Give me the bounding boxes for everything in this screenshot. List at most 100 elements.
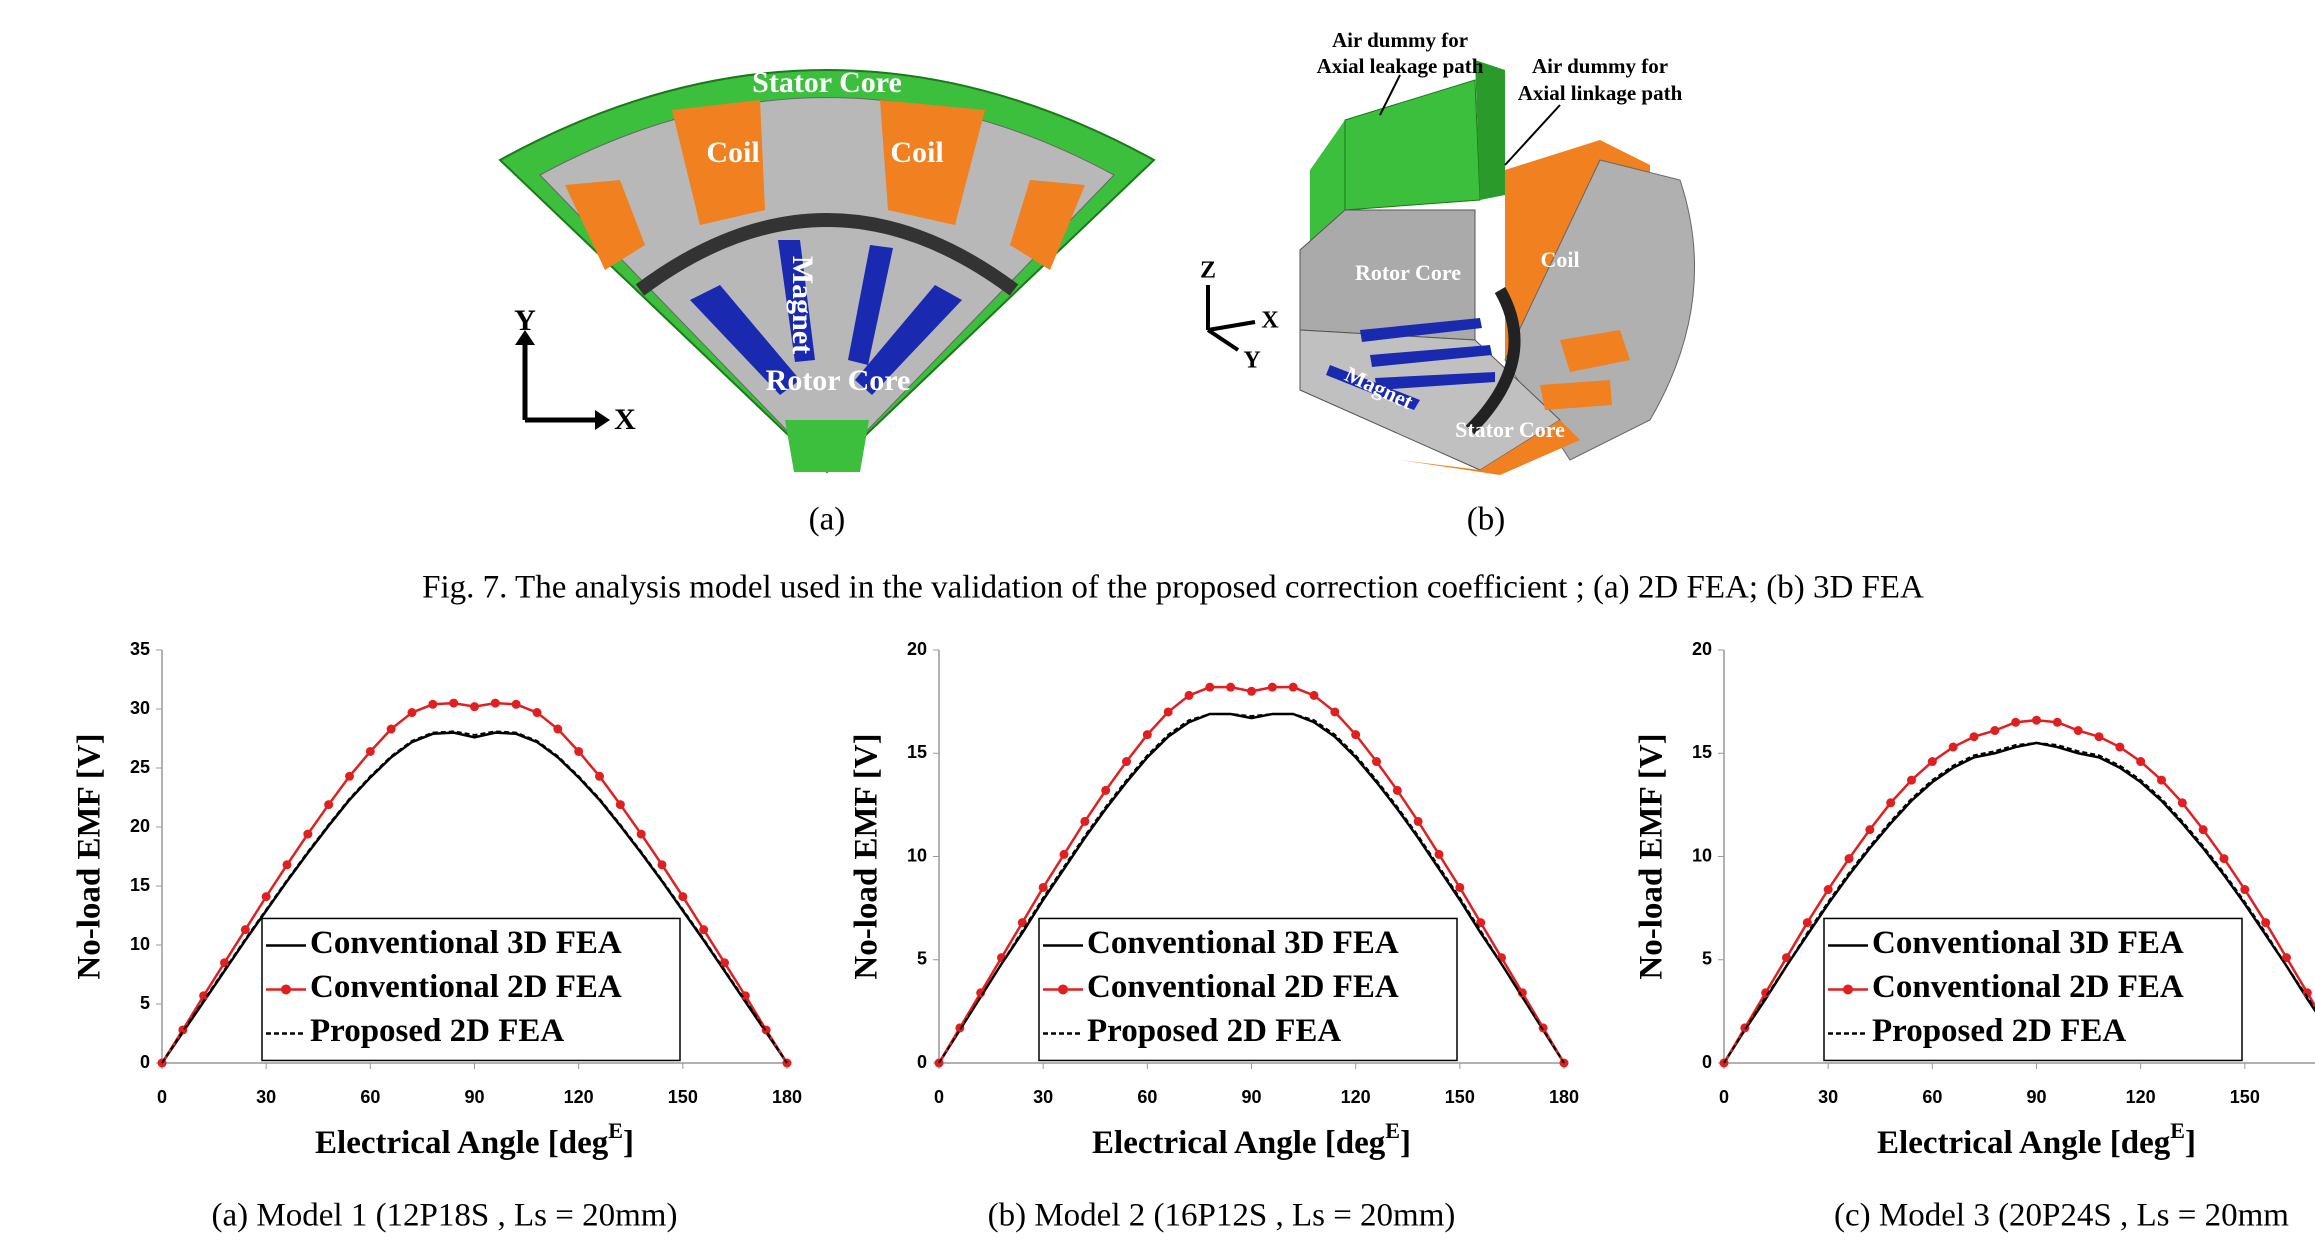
legend-label: Proposed 2D FEA — [1087, 1013, 1341, 1049]
y-tick-label: 20 — [1692, 639, 1712, 659]
x-axis-label: Electrical Angle [degE] — [315, 1118, 634, 1161]
y-tick-label: 15 — [907, 742, 927, 762]
chart-caption: (b) Model 2 (16P12S , Ls = 20mm) — [988, 1198, 1456, 1234]
legend-marker — [1058, 984, 1068, 994]
y-axis-label: No-load EMF [V] — [72, 733, 108, 979]
series-marker — [1039, 883, 1048, 892]
x-axis-label-part: Electrical Angle [deg — [1092, 1125, 1386, 1161]
series-marker — [955, 1023, 964, 1032]
series-marker — [699, 925, 708, 934]
series-marker — [2178, 798, 2187, 807]
legend-label: Proposed 2D FEA — [1872, 1013, 2126, 1049]
series-marker — [1330, 707, 1339, 716]
series-marker — [637, 830, 646, 839]
series-marker — [2032, 716, 2041, 725]
series-marker — [1351, 730, 1360, 739]
legend-marker — [1843, 984, 1853, 994]
series-marker — [1372, 757, 1381, 766]
x-tick-label: 90 — [464, 1087, 484, 1107]
x-tick-label: 180 — [772, 1087, 802, 1107]
series-marker — [1824, 885, 1833, 894]
x-tick-label: 30 — [256, 1087, 276, 1107]
series-marker — [2220, 854, 2229, 863]
series-marker — [283, 860, 292, 869]
series-marker — [1164, 707, 1173, 716]
series-marker — [2157, 776, 2166, 785]
series-marker — [1539, 1023, 1548, 1032]
x-tick-label: 150 — [668, 1087, 698, 1107]
legend-label: Conventional 2D FEA — [1087, 969, 1399, 1005]
series-marker — [678, 892, 687, 901]
legend-label: Conventional 2D FEA — [310, 969, 622, 1005]
y-tick-label: 5 — [1702, 949, 1712, 969]
series-marker — [720, 958, 729, 967]
legend-label: Conventional 3D FEA — [1087, 925, 1399, 961]
series-marker — [241, 925, 250, 934]
series-marker — [1455, 883, 1464, 892]
series-marker — [449, 699, 458, 708]
series-marker — [595, 772, 604, 781]
series-marker — [1185, 691, 1194, 700]
series-marker — [2261, 918, 2270, 927]
x-tick-label: 30 — [1818, 1087, 1838, 1107]
axis-letter: Y — [1243, 348, 1260, 374]
series-marker — [2095, 732, 2104, 741]
x-tick-label: 90 — [2026, 1087, 2046, 1107]
x-tick-label: 120 — [1341, 1087, 1371, 1107]
series-marker — [2199, 825, 2208, 834]
series-marker — [1393, 786, 1402, 795]
figure-page: Stator Core Coil Coil Magnet Rotor Core … — [0, 0, 2315, 1245]
x-axis-label-part: E — [2170, 1118, 2185, 1143]
series-marker — [2053, 718, 2062, 727]
y-tick-label: 20 — [130, 816, 150, 836]
series-marker — [1143, 730, 1152, 739]
y-tick-label: 15 — [130, 875, 150, 895]
y-tick-label: 15 — [1692, 742, 1712, 762]
series-marker — [1247, 687, 1256, 696]
series-marker — [574, 747, 583, 756]
series-marker — [1907, 776, 1916, 785]
series-marker — [1845, 854, 1854, 863]
x-tick-label: 120 — [2126, 1087, 2156, 1107]
callout-line: Axial leakage path — [1317, 54, 1484, 78]
x-axis-label-part: ] — [623, 1125, 634, 1161]
axis-letter: Z — [1200, 258, 1216, 284]
rotor-core-label: Rotor Core — [766, 364, 911, 397]
x-tick-label: 120 — [564, 1087, 594, 1107]
series-marker — [1080, 817, 1089, 826]
series-marker — [1928, 757, 1937, 766]
callout-line: Air dummy for — [1532, 54, 1668, 78]
x-axis-label-part: E — [1385, 1118, 1400, 1143]
series-marker — [1886, 798, 1895, 807]
y-tick-label: 20 — [907, 639, 927, 659]
y-tick-label: 5 — [140, 993, 150, 1013]
legend-label: Conventional 3D FEA — [1872, 925, 2184, 961]
series-marker — [303, 830, 312, 839]
x-tick-label: 60 — [1137, 1087, 1157, 1107]
y-axis-label: No-load EMF [V] — [1634, 733, 1670, 979]
stator-core-label: Stator Core — [752, 66, 902, 99]
x-tick-label: 180 — [1549, 1087, 1579, 1107]
stator-core-label: Stator Core — [1455, 417, 1565, 442]
coil-label: Coil — [706, 136, 759, 169]
y-tick-label: 10 — [1692, 845, 1712, 865]
series-marker — [324, 800, 333, 809]
x-axis-label-part: ] — [2185, 1125, 2196, 1161]
x-axis-label: Electrical Angle [degE] — [1877, 1118, 2196, 1161]
series-marker — [2011, 718, 2020, 727]
legend-marker — [281, 984, 291, 994]
callout-line: Axial linkage path — [1518, 81, 1683, 105]
x-tick-label: 0 — [934, 1087, 944, 1107]
series-marker — [262, 892, 271, 901]
series-marker — [470, 702, 479, 711]
x-axis-label-part: Electrical Angle [deg — [1877, 1125, 2171, 1161]
coil-label: Coil — [890, 136, 943, 169]
x-axis-label: Electrical Angle [degE] — [1092, 1118, 1411, 1161]
series-marker — [2240, 885, 2249, 894]
legend-label: Proposed 2D FEA — [310, 1013, 564, 1049]
series-marker — [1435, 850, 1444, 859]
series-marker — [658, 860, 667, 869]
x-axis-label-part: ] — [1400, 1125, 1411, 1161]
series-marker — [512, 700, 521, 709]
x-tick-label: 60 — [360, 1087, 380, 1107]
